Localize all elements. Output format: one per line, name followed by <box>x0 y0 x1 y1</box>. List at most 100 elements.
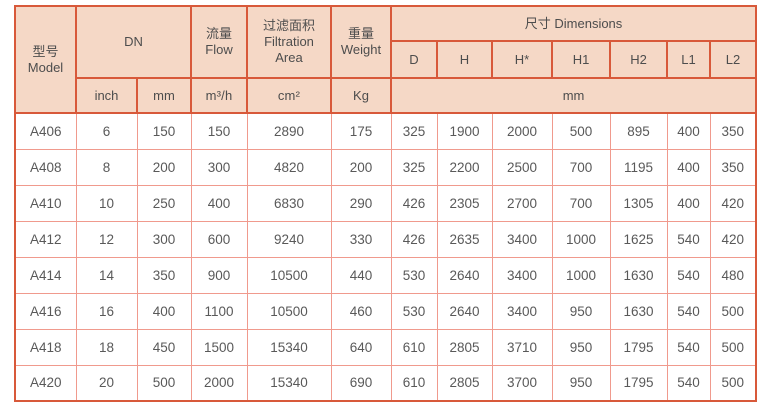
cell-value: 426 <box>390 184 438 222</box>
cell-value: 325 <box>390 112 438 150</box>
cell-value: 2640 <box>436 292 493 330</box>
cell-model: A416 <box>14 292 77 330</box>
header-filtration-area: 过滤面积 Filtration Area <box>246 5 332 79</box>
cell-value: 18 <box>75 328 138 366</box>
header-model-en: Model <box>27 59 64 75</box>
cell-value: 950 <box>551 292 611 330</box>
cell-value: 325 <box>390 148 438 186</box>
cell-value: 400 <box>666 112 711 150</box>
table-row: A408 8 200 300 4820 200 325 2200 2500 700 1195 400 3… <box>14 148 757 186</box>
cell-value: 3400 <box>491 292 553 330</box>
cell-value: 6830 <box>246 184 332 222</box>
table-row: A420 20 500 2000 15340 690 610 2805 3700 950 1795 5… <box>14 364 757 402</box>
header-model-zh: 型号 <box>32 43 59 59</box>
cell-value: 530 <box>390 256 438 294</box>
cell-value: 950 <box>551 364 611 402</box>
cell-value: 15340 <box>246 364 332 402</box>
cell-value: 330 <box>330 220 392 258</box>
cell-value: 3400 <box>491 256 553 294</box>
cell-value: 1630 <box>609 292 668 330</box>
header-dim-hstar: H* <box>491 40 553 79</box>
cell-value: 2805 <box>436 328 493 366</box>
cell-value: 2000 <box>190 364 248 402</box>
header-row-1: 型号 Model DN 流量 Flow 过滤面积 Filtration Area… <box>14 5 758 114</box>
cell-value: 3400 <box>491 220 553 258</box>
cell-value: 540 <box>666 328 711 366</box>
cell-value: 1000 <box>551 220 611 258</box>
cell-value: 350 <box>709 112 757 150</box>
cell-value: 2200 <box>436 148 493 186</box>
header-dimensions: 尺寸 Dimensions <box>389 5 758 42</box>
cell-model: A412 <box>14 220 77 258</box>
cell-value: 610 <box>390 328 438 366</box>
cell-value: 540 <box>666 256 711 294</box>
cell-value: 2635 <box>436 220 493 258</box>
cell-value: 2500 <box>491 148 553 186</box>
cell-value: 540 <box>666 220 711 258</box>
header-dim-l2: L2 <box>708 40 758 79</box>
cell-value: 2000 <box>491 112 553 150</box>
header-dim-h2: H2 <box>609 40 668 79</box>
cell-value: 500 <box>709 328 757 366</box>
cell-value: 950 <box>551 328 611 366</box>
cell-value: 500 <box>551 112 611 150</box>
cell-model: A410 <box>14 184 77 222</box>
cell-value: 15340 <box>246 328 332 366</box>
cell-value: 10500 <box>246 256 332 294</box>
header-row-2: D H H* H1 H2 L1 L2 <box>15 40 758 79</box>
header-dim-h: H <box>436 40 493 79</box>
unit-flow: m³/h <box>190 77 248 114</box>
spec-table: 型号 Model DN 流量 Flow 过滤面积 Filtration Area… <box>14 5 758 402</box>
cell-value: 450 <box>136 328 192 366</box>
cell-value: 200 <box>136 148 192 186</box>
cell-value: 460 <box>330 292 392 330</box>
cell-value: 700 <box>551 184 611 222</box>
cell-value: 3710 <box>491 328 553 366</box>
header-model: 型号 Model <box>14 5 77 114</box>
cell-value: 1305 <box>609 184 668 222</box>
spec-table-container: 型号 Model DN 流量 Flow 过滤面积 Filtration Area… <box>14 5 758 402</box>
cell-value: 8 <box>75 148 138 186</box>
cell-value: 200 <box>330 148 392 186</box>
cell-value: 400 <box>190 184 248 222</box>
header-weight-zh: 重量 <box>347 26 374 42</box>
header-dim-d: D <box>390 40 438 79</box>
cell-value: 420 <box>709 184 757 222</box>
header-flow-zh: 流量 <box>205 26 232 42</box>
cell-value: 895 <box>609 112 668 150</box>
cell-value: 175 <box>330 112 392 150</box>
cell-value: 900 <box>190 256 248 294</box>
header-weight-en: Weight <box>340 42 382 57</box>
cell-model: A406 <box>14 112 77 150</box>
cell-value: 500 <box>136 364 192 402</box>
cell-value: 2640 <box>436 256 493 294</box>
header-filtration-zh: 过滤面积 <box>262 18 315 34</box>
header-flow-en: Flow <box>205 42 233 57</box>
header-weight: 重量 Weight <box>330 5 392 79</box>
header-dim-h1: H1 <box>551 40 611 79</box>
table-row: A414 14 350 900 10500 440 530 2640 3400 1000 1630 5… <box>14 256 757 294</box>
cell-value: 300 <box>136 220 192 258</box>
cell-value: 1100 <box>190 292 248 330</box>
cell-value: 6 <box>75 112 138 150</box>
cell-value: 3700 <box>491 364 553 402</box>
cell-value: 10500 <box>246 292 332 330</box>
cell-value: 4820 <box>246 148 332 186</box>
cell-model: A420 <box>14 364 77 402</box>
cell-value: 14 <box>75 256 138 294</box>
table-body: A406 6 150 150 2890 175 325 1900 2000 500 895 400 35… <box>14 112 757 402</box>
cell-value: 2700 <box>491 184 553 222</box>
table-row: A410 10 250 400 6830 290 426 2305 2700 700 1305 400… <box>14 184 757 222</box>
cell-value: 690 <box>330 364 392 402</box>
cell-value: 12 <box>75 220 138 258</box>
cell-value: 2305 <box>436 184 493 222</box>
cell-value: 1900 <box>436 112 493 150</box>
cell-value: 1500 <box>190 328 248 366</box>
unit-dimensions: mm <box>389 77 758 114</box>
header-row-units: inch mm m³/h cm² Kg mm <box>15 77 758 114</box>
unit-area: cm² <box>246 77 332 114</box>
table-header: 型号 Model DN 流量 Flow 过滤面积 Filtration Area… <box>14 5 758 114</box>
cell-value: 350 <box>709 148 757 186</box>
cell-value: 540 <box>666 364 711 402</box>
header-filtration-en2: Area <box>275 49 303 65</box>
